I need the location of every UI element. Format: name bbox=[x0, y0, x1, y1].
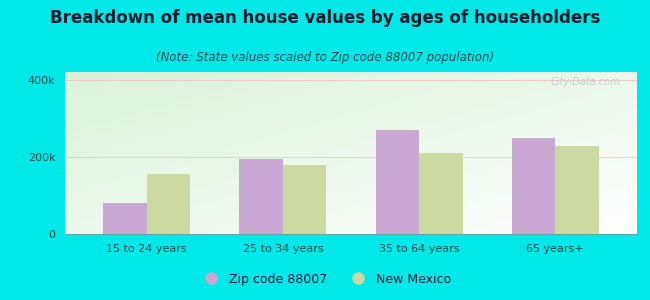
Bar bbox=[147, 174, 190, 234]
Bar bbox=[512, 138, 555, 234]
Bar bbox=[419, 153, 463, 234]
Bar bbox=[283, 165, 326, 234]
Bar bbox=[103, 203, 147, 234]
Bar bbox=[239, 159, 283, 234]
Bar bbox=[376, 130, 419, 234]
Legend: Zip code 88007, New Mexico: Zip code 88007, New Mexico bbox=[194, 268, 456, 291]
Text: (Note: State values scaled to Zip code 88007 population): (Note: State values scaled to Zip code 8… bbox=[156, 51, 494, 64]
Text: Breakdown of mean house values by ages of householders: Breakdown of mean house values by ages o… bbox=[50, 9, 600, 27]
Bar bbox=[555, 146, 599, 234]
Text: City-Data.com: City-Data.com bbox=[550, 77, 620, 87]
